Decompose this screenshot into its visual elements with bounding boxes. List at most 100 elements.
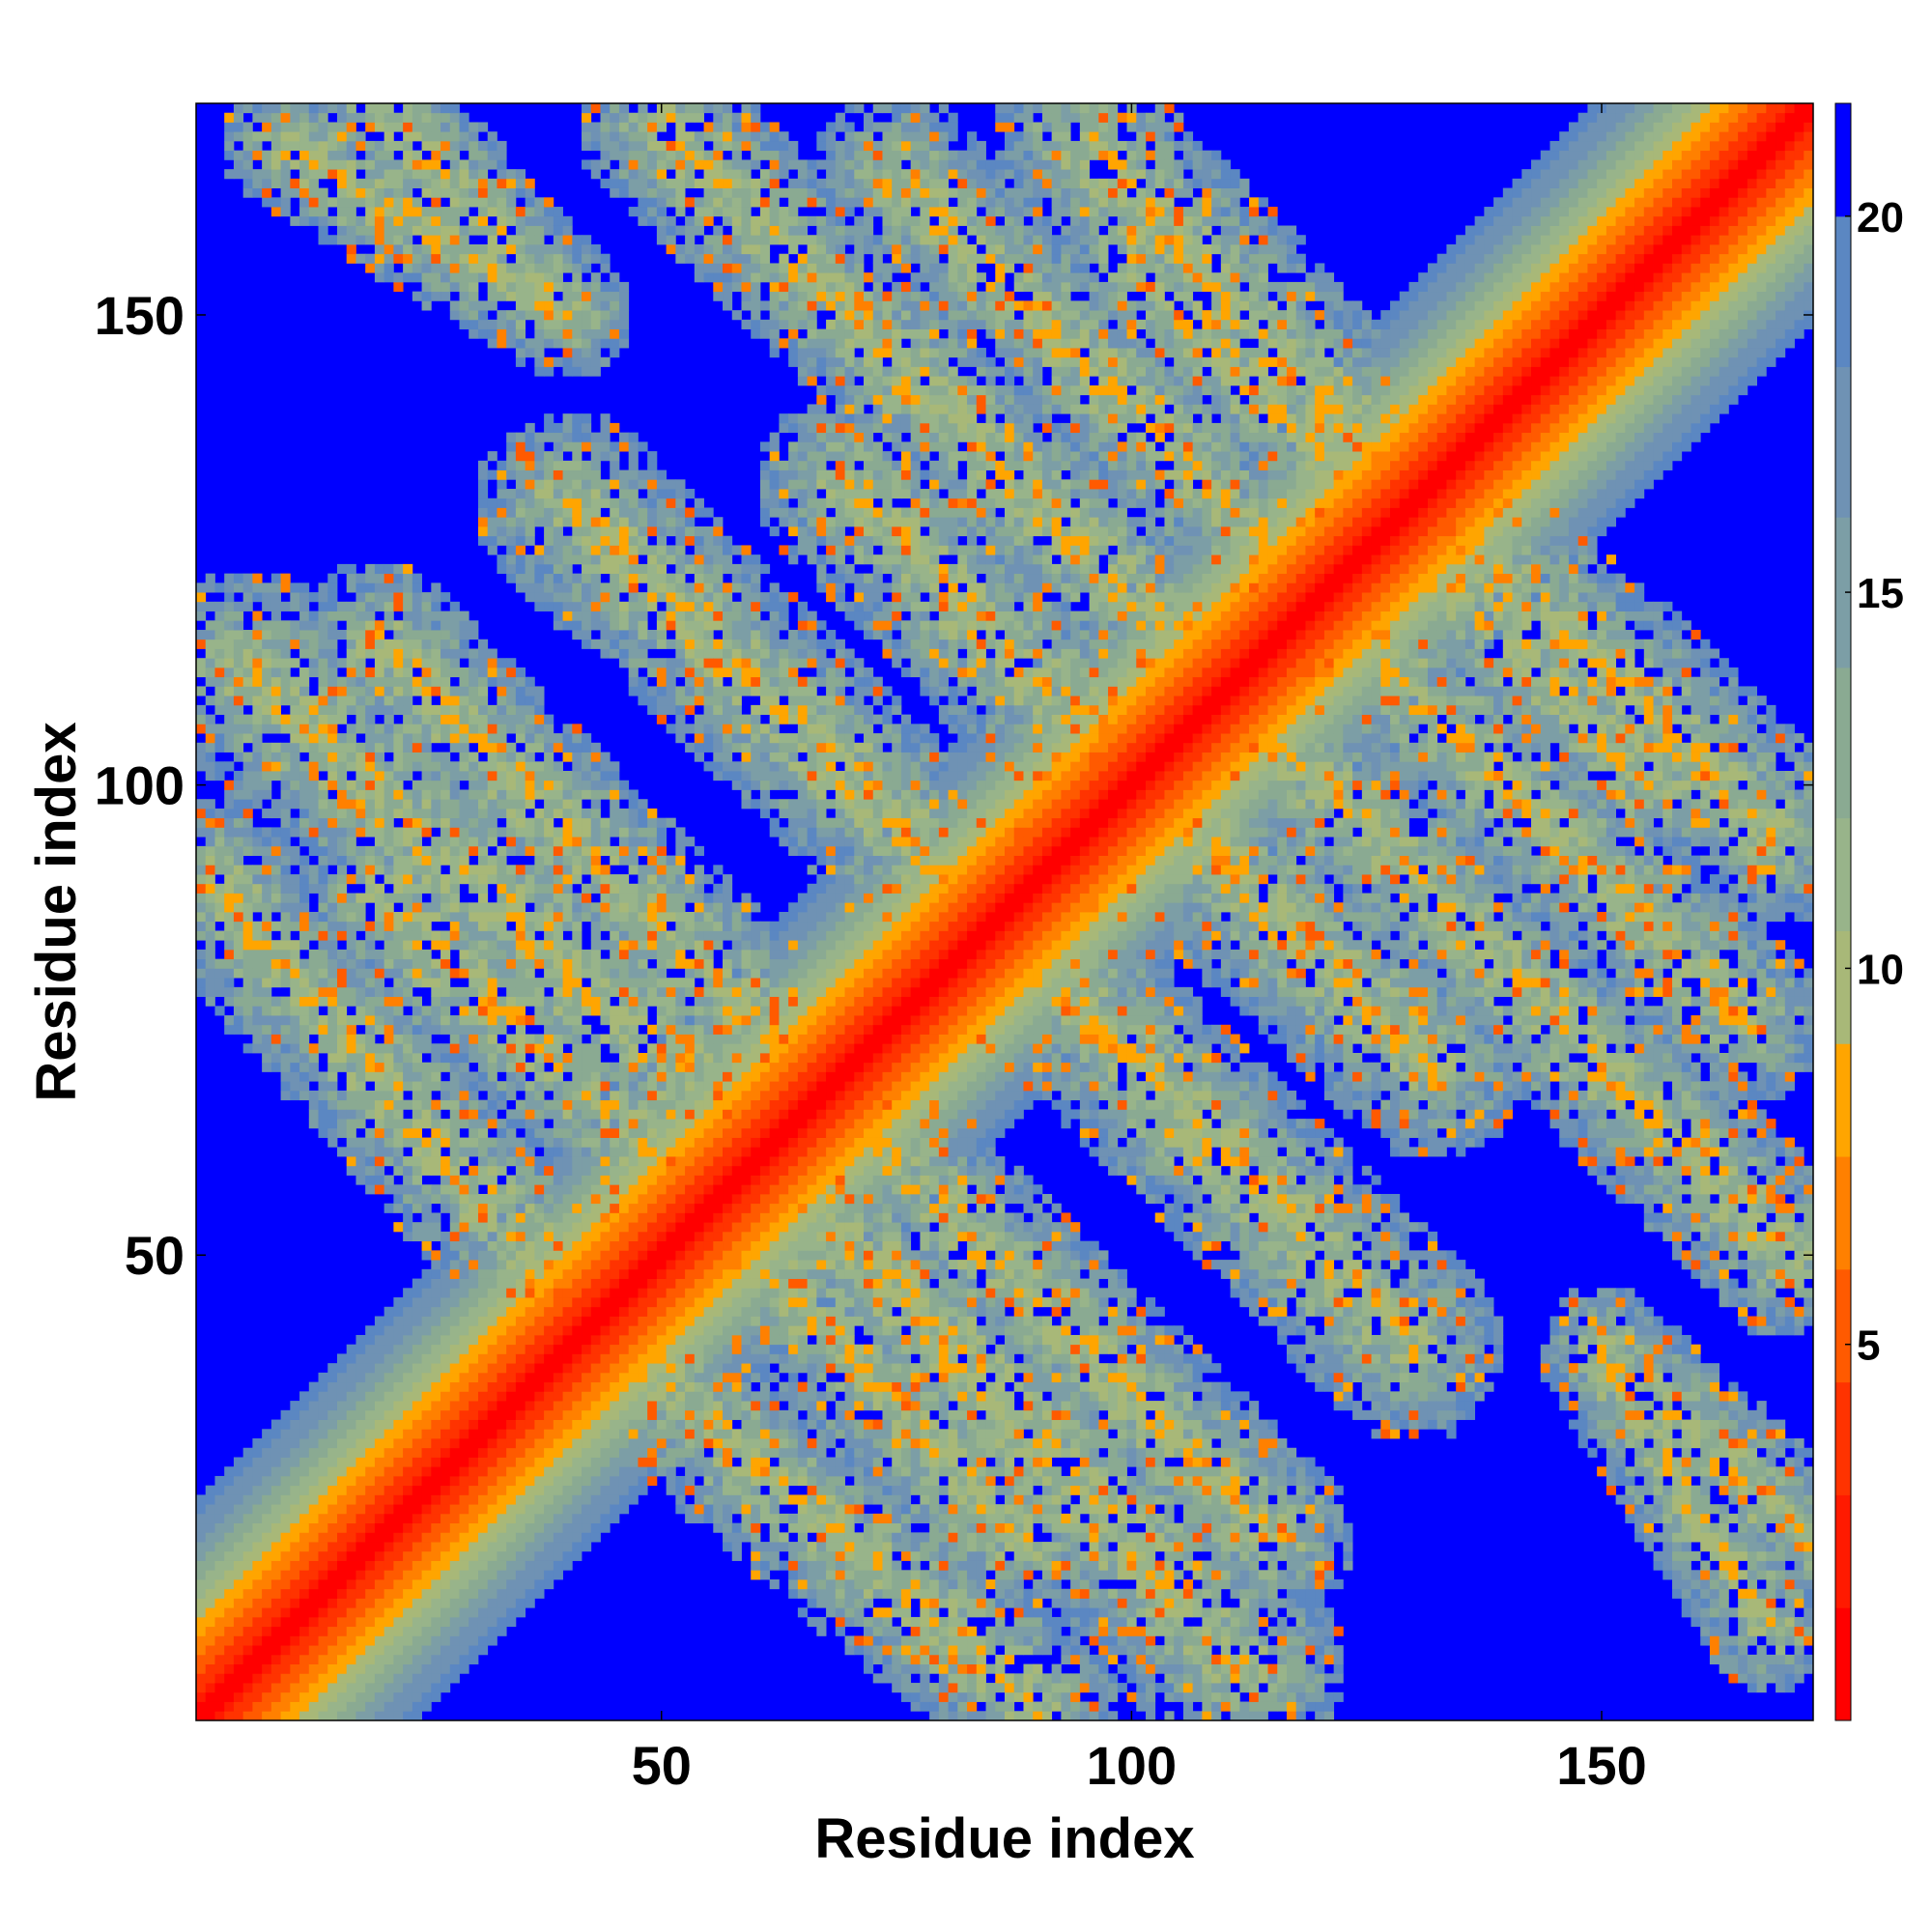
heatmap-cell [478,1053,488,1063]
heatmap-cell [478,771,488,781]
heatmap-cell [234,658,243,668]
heatmap-cell [478,1589,488,1599]
heatmap-cell [488,1579,497,1589]
heatmap-cell [252,1655,262,1664]
heatmap-cell [572,987,582,997]
heatmap-cell [347,968,356,978]
heatmap-cell [384,1673,394,1683]
heatmap-cell [440,272,450,282]
heatmap-cell [337,912,347,922]
heatmap-cell [450,1204,460,1213]
heatmap-cell [591,1429,601,1438]
heatmap-cell [290,159,299,169]
heatmap-cell [403,715,412,724]
heatmap-cell [431,894,440,903]
heatmap-cell [309,1617,319,1627]
heatmap-cell [384,1702,394,1712]
heatmap-cell [534,874,544,884]
heatmap-cell [243,1579,253,1589]
heatmap-cell [214,1635,224,1645]
heatmap-cell [506,827,516,837]
heatmap-cell [544,574,554,583]
heatmap-cell [337,1598,347,1607]
heatmap-cell [403,865,412,874]
heatmap-cell [526,536,535,546]
heatmap-cell [497,564,506,574]
heatmap-cell [422,207,432,216]
heatmap-cell [544,216,554,226]
heatmap-cell [337,1607,347,1617]
heatmap-cell [375,1476,384,1486]
heatmap-cell [243,1514,253,1523]
heatmap-cell [469,1476,478,1486]
heatmap-cell [309,761,319,771]
heatmap-cell [450,874,460,884]
heatmap-cell [572,423,582,433]
heatmap-cell [478,1420,488,1430]
heatmap-cell [469,1373,478,1382]
heatmap-cell [375,592,384,602]
heatmap-cell [309,620,319,630]
heatmap-cell [403,874,412,884]
heatmap-cell [544,1250,554,1260]
heatmap-cell [214,884,224,894]
heatmap-cell [281,630,291,639]
heatmap-cell [516,254,526,264]
heatmap-cell [319,696,328,705]
heatmap-cell [554,545,563,554]
heatmap-cell [431,771,440,781]
heatmap-cell [234,696,243,705]
heatmap-cell [440,715,450,724]
heatmap-cell [506,508,516,518]
heatmap-cell [497,1269,506,1279]
heatmap-cell [403,122,412,131]
heatmap-cell [460,1561,469,1571]
heatmap-cell [412,1345,422,1354]
heatmap-cell [365,1166,375,1176]
heatmap-cell [337,922,347,931]
heatmap-cell [450,856,460,866]
heatmap-cell [460,1138,469,1148]
heatmap-cell [347,724,356,733]
heatmap-cell [488,1523,497,1533]
heatmap-cell [196,1673,206,1683]
heatmap-cell [375,1561,384,1571]
heatmap-cell [431,1561,440,1571]
heatmap-cell [196,1523,206,1533]
heatmap-cell [460,1025,469,1035]
heatmap-cell [450,1363,460,1373]
heatmap-cell [572,1288,582,1297]
heatmap-cell [327,1457,337,1466]
heatmap-cell [460,837,469,846]
heatmap-cell [582,602,591,611]
heatmap-cell [319,1692,328,1702]
heatmap-cell [582,1081,591,1091]
heatmap-cell [469,1561,478,1571]
heatmap-cell [497,894,506,903]
heatmap-cell [497,141,506,151]
heatmap-cell [431,1250,440,1260]
heatmap-cell [572,292,582,301]
heatmap-cell [526,705,535,715]
heatmap-cell [365,1335,375,1345]
heatmap-cell [384,827,394,837]
heatmap-cell [506,1363,516,1373]
heatmap-cell [440,846,450,856]
heatmap-cell [355,1335,365,1345]
heatmap-cell [460,1466,469,1476]
heatmap-cell [478,978,488,987]
heatmap-cell [243,151,253,160]
heatmap-cell [591,1176,601,1185]
heatmap-cell [290,1071,299,1081]
heatmap-cell [450,1401,460,1410]
heatmap-cell [544,1345,554,1354]
heatmap-cell [375,1486,384,1495]
heatmap-cell [347,1664,356,1674]
heatmap-cell [252,837,262,846]
heatmap-cell [375,894,384,903]
heatmap-cell [440,1156,450,1166]
heatmap-cell [403,1504,412,1514]
heatmap-cell [431,789,440,799]
heatmap-cell [271,715,281,724]
heatmap-cell [563,865,573,874]
